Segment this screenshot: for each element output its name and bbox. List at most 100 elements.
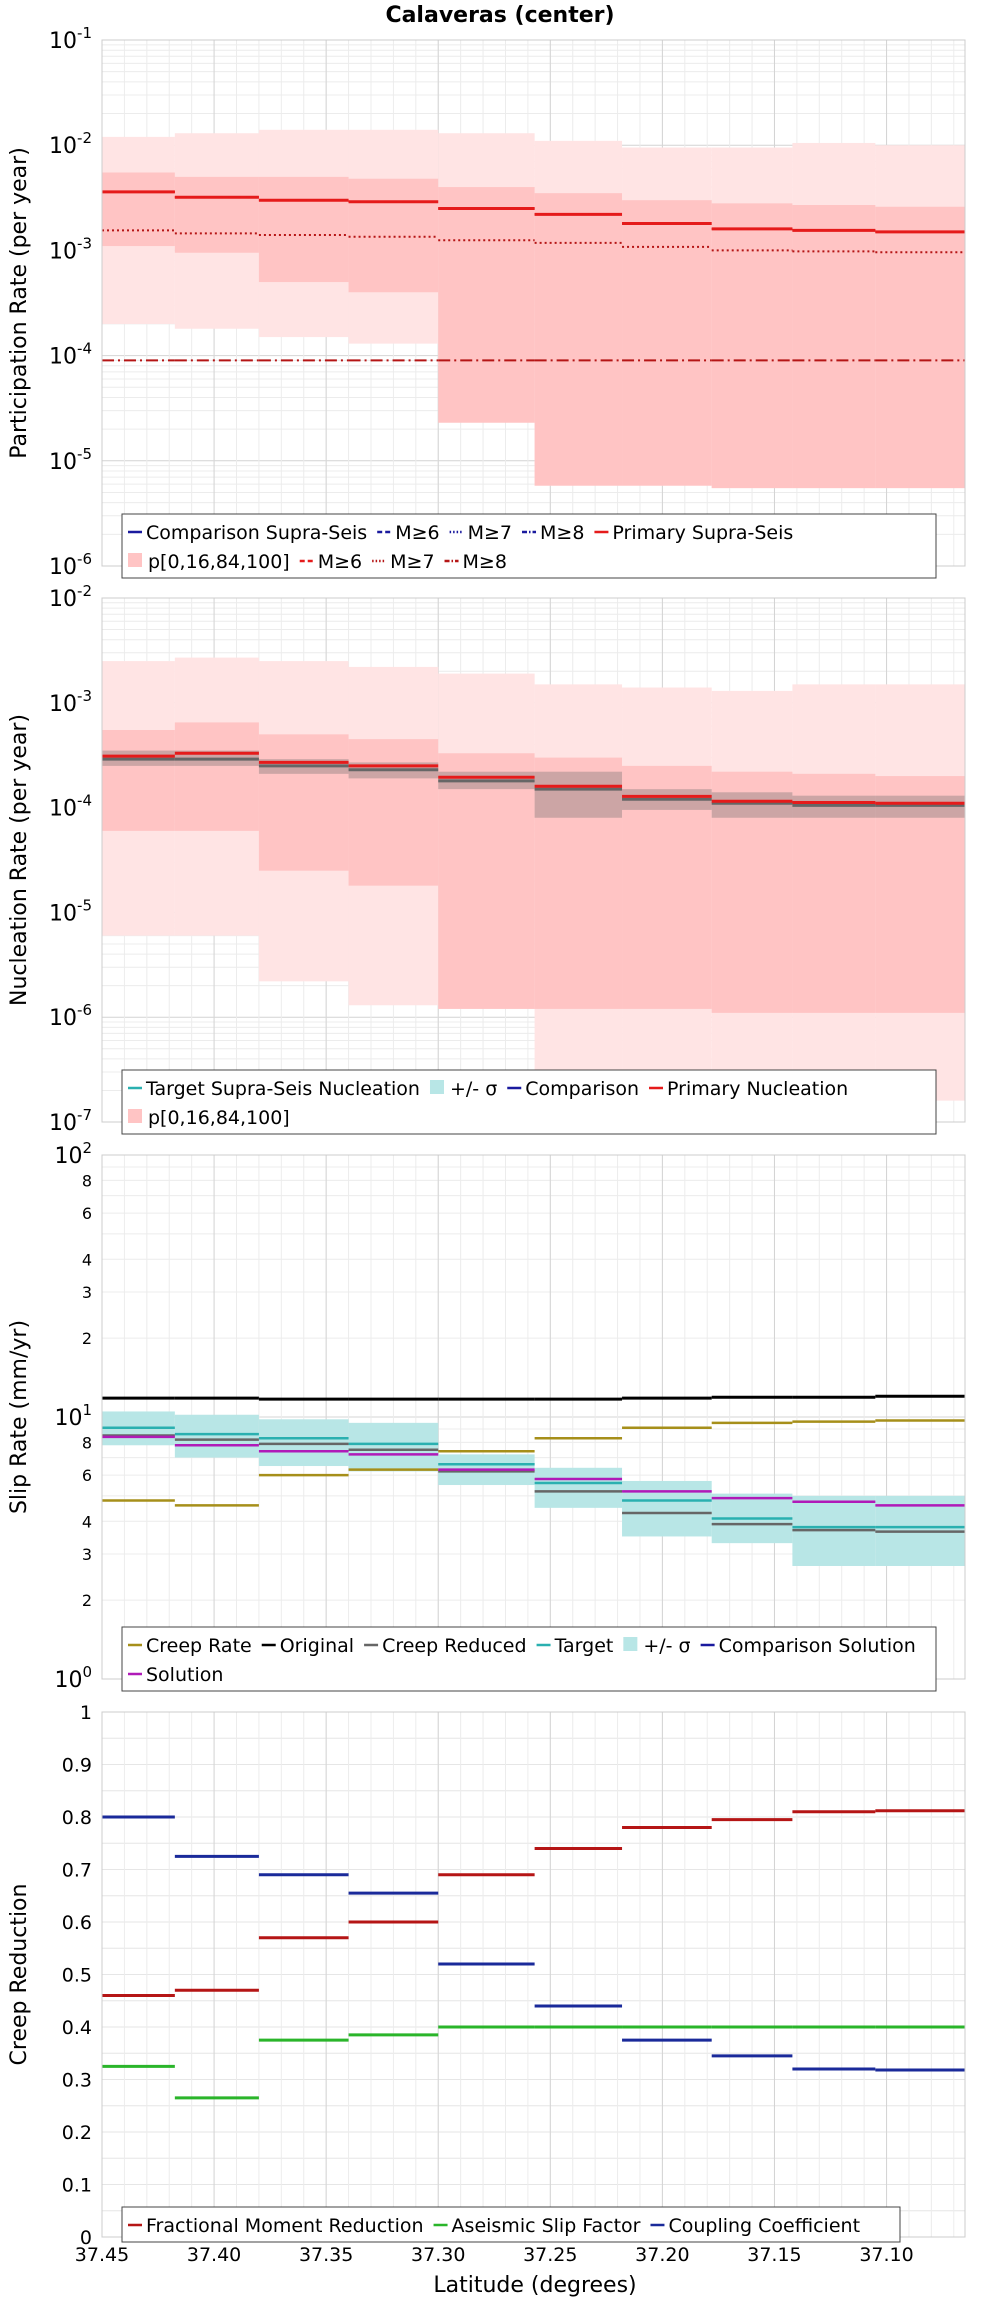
band-2-bin-5: [534, 771, 623, 818]
legend-label: Fractional Moment Reduction: [146, 2215, 424, 2237]
y-tick-label: 10-2: [49, 129, 92, 159]
y-tick-label: 0.5: [62, 1965, 92, 1987]
y-tick-label: 10-5: [49, 896, 92, 926]
y-tick-label: 0.9: [62, 1755, 92, 1777]
legend: Target Supra-Seis Nucleation +/- σ Compari…: [121, 1069, 937, 1135]
legend-label: M≥8: [540, 522, 584, 544]
legend-label: Comparison Supra-Seis: [146, 522, 367, 544]
x-tick-label: 37.25: [523, 2244, 577, 2266]
y-minor-tick-label: 6: [82, 1466, 92, 1485]
legend-label: +/- σ: [643, 1635, 690, 1657]
legend-label: Comparison Solution: [719, 1635, 916, 1657]
legend-label: Creep Rate: [146, 1635, 252, 1657]
legend-label: Target Supra-Seis Nucleation: [145, 1078, 420, 1100]
y-minor-tick-label: 8: [82, 1171, 92, 1190]
legend-label: Aseismic Slip Factor: [452, 2215, 641, 2237]
band-1-bin-3: [348, 739, 439, 886]
legend-label: Creep Reduced: [382, 1635, 526, 1657]
legend-label: Target: [554, 1635, 614, 1657]
legend-label: Primary Nucleation: [667, 1078, 848, 1100]
y-tick-label: 0.7: [62, 1860, 92, 1882]
y-tick-label: 10-4: [49, 340, 92, 370]
y-tick-label: 10-3: [49, 234, 92, 264]
legend-label: Original: [280, 1635, 354, 1657]
y-axis-label: Nucleation Rate (per year): [7, 714, 32, 1006]
x-tick-label: 37.40: [187, 2244, 241, 2266]
y-tick-label: 10-2: [49, 582, 92, 612]
band-1-bin-5: [534, 193, 623, 486]
legend-label: Comparison: [525, 1078, 639, 1100]
x-tick-label: 37.35: [299, 2244, 353, 2266]
band-0-bin-5: [534, 1467, 623, 1508]
y-axis-label: Slip Rate (mm/yr): [7, 1320, 32, 1514]
band-1-bin-1: [174, 176, 259, 253]
legend-label: Primary Supra-Seis: [612, 522, 793, 544]
legend-box: [121, 1069, 937, 1135]
y-minor-tick-label: 2: [82, 1591, 92, 1610]
band-1-bin-9: [875, 776, 965, 1013]
legend-label: M≥7: [390, 551, 434, 573]
legend-label: M≥8: [463, 551, 507, 573]
band-1-bin-0: [102, 730, 175, 831]
panel-nucleation: 10-7 10-6 10-5 10-4 10-3 10-2 Nucleation Rate …: [7, 582, 966, 1136]
band-0-bin-3: [348, 1422, 439, 1472]
x-axis-label: Latitude (degrees): [433, 2273, 636, 2298]
y-tick-label: 0.1: [62, 2175, 92, 2197]
legend-label: p[0,16,84,100]: [148, 551, 290, 573]
band-1-bin-8: [792, 205, 876, 489]
legend-box: [121, 2206, 901, 2243]
band-0-bin-1: [174, 1414, 259, 1458]
y-tick-label: 10-3: [49, 687, 92, 717]
y-tick-label: 10-6: [49, 1001, 92, 1031]
panel-creep: 0 0.1 0.2 0.3 0.4 0.5 0.6 0.7 0.8 0.9 1 Creep Reduc…: [7, 1702, 966, 2266]
legend: Fractional Moment Reduction Aseismic Slip…: [121, 2206, 901, 2243]
x-tick-label: 37.10: [859, 2244, 913, 2266]
band-1-bin-2: [258, 734, 349, 871]
x-tick-label: 37.20: [635, 2244, 689, 2266]
y-axis-label: Participation Rate (per year): [7, 147, 32, 459]
legend-box: [121, 1626, 937, 1692]
band-1-bin-5: [534, 757, 623, 1009]
legend-label: M≥7: [468, 522, 512, 544]
y-tick-label: 10-7: [49, 1106, 92, 1136]
y-tick-label: 10-1: [49, 24, 92, 54]
band-1-bin-4: [438, 187, 535, 423]
legend-label: M≥6: [395, 522, 439, 544]
y-axis-label: Creep Reduction: [7, 1884, 32, 2066]
chart-title: Calaveras (center): [385, 3, 614, 28]
y-tick-label: 101: [54, 1401, 92, 1431]
legend-swatch: [623, 1637, 638, 1651]
band-1-bin-3: [348, 178, 439, 293]
band-1-bin-6: [622, 200, 712, 486]
legend-swatch: [128, 1109, 142, 1123]
band-1-bin-7: [711, 771, 793, 1013]
y-minor-tick-label: 4: [82, 1512, 92, 1531]
legend-swatch: [128, 553, 142, 567]
y-minor-tick-label: 6: [82, 1204, 92, 1223]
legend: Comparison Supra-Seis M≥6 M≥7 M≥8 Primary Su…: [121, 513, 937, 579]
y-tick-label: 10-5: [49, 445, 92, 475]
band-1-bin-1: [174, 722, 259, 831]
y-minor-tick-label: 8: [82, 1433, 92, 1452]
y-tick-label: 10-6: [49, 550, 92, 580]
band-1-bin-8: [792, 773, 876, 1013]
y-minor-tick-label: 2: [82, 1329, 92, 1348]
band-1-bin-9: [875, 206, 965, 489]
y-tick-label: 100: [54, 1663, 92, 1693]
y-tick-label: 0.3: [62, 2070, 92, 2092]
band-1-bin-4: [438, 753, 535, 1009]
y-tick-label: 0.4: [62, 2017, 92, 2039]
band-1-bin-0: [102, 172, 175, 247]
legend-label: p[0,16,84,100]: [148, 1107, 290, 1129]
legend: Creep Rate Original Creep Reduced Target +/-…: [121, 1626, 937, 1692]
legend-label: Solution: [146, 1664, 223, 1686]
x-tick-label: 37.45: [75, 2244, 129, 2266]
band-1-bin-2: [258, 176, 349, 283]
y-tick-label: 0.6: [62, 1912, 92, 1934]
legend-label: +/- σ: [450, 1078, 497, 1100]
y-tick-label: 0.2: [62, 2122, 92, 2144]
y-tick-label: 10-4: [49, 792, 92, 822]
panel-slip: 100 101 102 2 3 4 6 8 2 3 4 6 8 Slip Rate (mm/yr) Cree…: [7, 1139, 966, 1693]
band-1-bin-6: [622, 765, 712, 1009]
